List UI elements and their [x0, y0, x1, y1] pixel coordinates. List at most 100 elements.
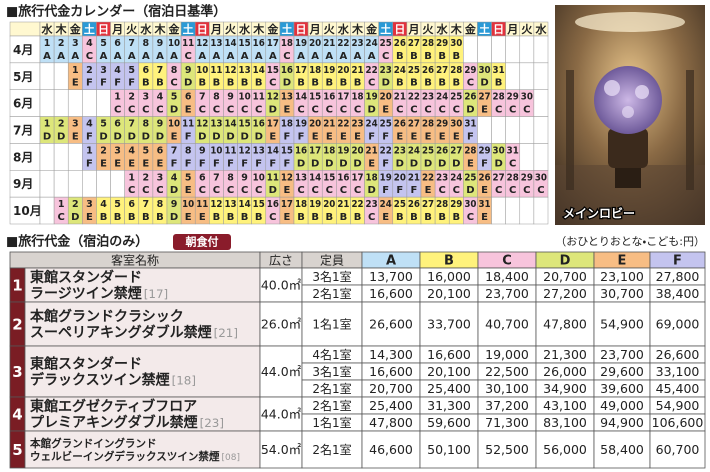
- day-rank: D: [339, 158, 347, 169]
- day-number: 13: [295, 172, 307, 183]
- day-number: 1: [58, 199, 65, 210]
- day-rank: E: [411, 131, 418, 142]
- weekday-label: 土: [479, 22, 490, 36]
- price: 47,800: [543, 317, 587, 332]
- day-number: 7: [157, 65, 164, 76]
- day-number: 2: [128, 92, 135, 103]
- day-rank: E: [72, 78, 79, 89]
- empty-cell: [533, 35, 549, 64]
- day-rank: E: [453, 131, 460, 142]
- day-number: 7: [143, 199, 150, 210]
- day-number: 10: [182, 199, 194, 210]
- price: 22,500: [485, 364, 529, 379]
- day-rank: F: [213, 158, 220, 169]
- badge-background: [173, 234, 231, 250]
- day-rank: F: [100, 78, 107, 89]
- day-rank: C: [438, 105, 445, 116]
- day-number: 5: [171, 92, 178, 103]
- empty-cell: [477, 116, 492, 144]
- day-number: 17: [337, 92, 349, 103]
- day-rank: B: [340, 78, 348, 89]
- day-rank: E: [86, 212, 93, 223]
- day-number: 18: [281, 38, 293, 49]
- weekday-label: 月: [309, 23, 321, 36]
- day-rank: A: [170, 51, 178, 62]
- room-code: [23]: [200, 416, 224, 430]
- day-number: 17: [267, 38, 279, 49]
- photo: メインロビー: [555, 5, 705, 225]
- day-number: 23: [436, 172, 448, 183]
- room-code: [21]: [214, 326, 238, 340]
- weekday-label: 火: [126, 23, 137, 36]
- day-rank: D: [156, 131, 164, 142]
- empty-cell: [110, 170, 125, 198]
- empty-cell: [39, 143, 55, 171]
- day-rank: C: [297, 185, 304, 196]
- day-number: 19: [309, 199, 321, 210]
- day-rank: C: [255, 105, 262, 116]
- day-rank: F: [382, 131, 389, 142]
- room-code: [17]: [144, 287, 168, 301]
- month-label: 10月: [13, 204, 42, 218]
- area: 44.0㎡: [261, 364, 302, 379]
- day-rank: A: [71, 51, 79, 62]
- day-number: 8: [213, 92, 220, 103]
- day-rank: A: [227, 51, 235, 62]
- day-rank: C: [467, 212, 474, 223]
- day-number: 9: [171, 199, 178, 210]
- day-number: 6: [114, 119, 121, 130]
- day-number: 13: [281, 92, 293, 103]
- price-cell: [361, 430, 421, 469]
- day-rank: C: [368, 78, 375, 89]
- day-rank: C: [340, 185, 347, 196]
- day-rank: C: [269, 212, 276, 223]
- day-rank: C: [523, 105, 530, 116]
- day-rank: E: [185, 212, 192, 223]
- day-number: 20: [337, 65, 349, 76]
- day-number: 30: [535, 172, 547, 183]
- price: 58,400: [600, 442, 644, 457]
- day-rank: D: [128, 131, 136, 142]
- day-number: 1: [86, 145, 93, 156]
- occupancy: 4名1室: [312, 347, 351, 362]
- price: 49,000: [600, 398, 644, 413]
- room-number: 3: [12, 363, 22, 381]
- day-rank: F: [467, 131, 474, 142]
- day-rank: C: [523, 185, 530, 196]
- pillar: [686, 70, 694, 190]
- day-rank: D: [170, 212, 178, 223]
- day-number: 1: [44, 38, 51, 49]
- month-label-cell: [9, 170, 41, 198]
- day-rank: D: [466, 185, 474, 196]
- day-number: 19: [295, 119, 307, 130]
- price: 40,700: [485, 317, 529, 332]
- weekday-label: 土: [84, 22, 95, 36]
- weekday-label: 金: [465, 22, 476, 36]
- occupancy: 2名1室: [312, 442, 351, 457]
- day-number: 4: [100, 199, 107, 210]
- day-rank: C: [509, 105, 516, 116]
- day-rank: F: [411, 185, 418, 196]
- weekday-label: 水: [238, 22, 251, 36]
- day-rank: B: [198, 78, 206, 89]
- day-rank: E: [396, 131, 403, 142]
- day-rank: C: [368, 212, 375, 223]
- day-rank: F: [185, 158, 192, 169]
- day-number: 4: [157, 92, 164, 103]
- day-number: 18: [366, 172, 378, 183]
- day-rank: C: [311, 185, 318, 196]
- day-rank: C: [354, 105, 361, 116]
- day-rank: B: [325, 78, 333, 89]
- area-cell: [259, 301, 303, 347]
- day-number: 7: [128, 38, 135, 49]
- day-number: 29: [464, 65, 476, 76]
- day-number: 28: [422, 119, 434, 130]
- day-rank: E: [114, 158, 121, 169]
- day-rank: E: [284, 212, 291, 223]
- price: 23,700: [600, 347, 644, 362]
- day-number: 23: [394, 145, 406, 156]
- day-rank: C: [509, 185, 516, 196]
- day-number: 23: [351, 119, 363, 130]
- day-rank: D: [367, 105, 375, 116]
